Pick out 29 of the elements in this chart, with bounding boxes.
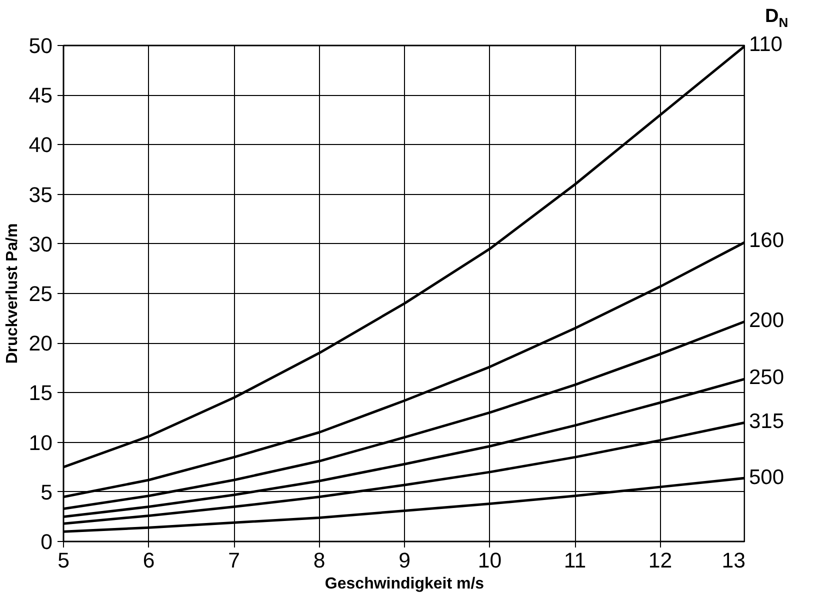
series-label: 200	[749, 308, 784, 334]
x-tick-label: 12	[648, 548, 672, 572]
x-tick-label: 8	[313, 548, 326, 572]
series-label: 250	[749, 365, 784, 392]
y-tick-label: 15	[28, 381, 53, 406]
x-axis-title: Geschwindigkeit m/s	[324, 576, 484, 592]
x-tick-label: 13	[722, 548, 746, 572]
x-tick-label: 5	[58, 548, 70, 572]
x-tick-label: 6	[142, 548, 155, 572]
y-tick-label: 5	[40, 480, 53, 504]
x-tick-label: 7	[228, 548, 240, 572]
y-tick-label: 0	[40, 530, 53, 554]
y-tick-label: 10	[28, 430, 53, 455]
series-label: 110	[749, 32, 782, 58]
y-tick-label: 35	[28, 182, 53, 207]
series-label: 160	[749, 228, 784, 254]
y-tick-label: 50	[28, 34, 53, 58]
y-tick-label: 30	[28, 232, 53, 256]
y-tick-label: 45	[28, 84, 53, 108]
x-tick-label: 11	[564, 548, 586, 572]
x-tick-label: 10	[478, 548, 502, 572]
x-tick-label: 9	[398, 548, 410, 572]
y-axis-title: Druckverlust Pa/m	[4, 223, 21, 364]
y-tick-label: 20	[28, 332, 53, 356]
y-tick-label: 40	[28, 133, 53, 158]
y-tick-label: 25	[28, 282, 53, 306]
legend-title: D$_{N}$	[765, 5, 788, 32]
series-label: 315	[749, 409, 784, 435]
series-label: 500	[749, 464, 784, 490]
